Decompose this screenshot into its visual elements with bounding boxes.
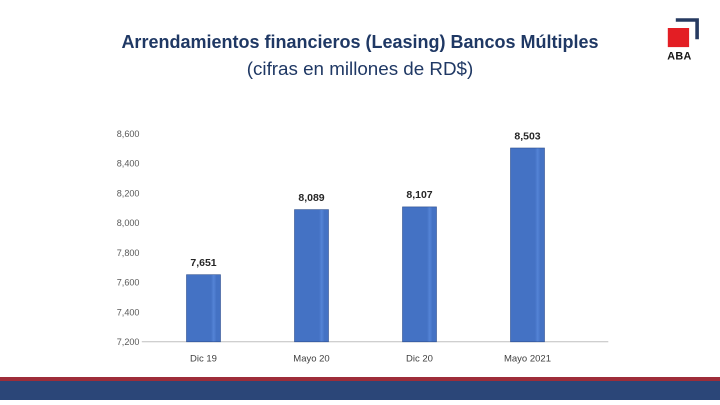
svg-text:7,800: 7,800 (117, 248, 140, 258)
svg-text:Dic 19: Dic 19 (190, 354, 217, 365)
svg-text:Dic 20: Dic 20 (406, 354, 433, 365)
svg-text:8,600: 8,600 (117, 129, 140, 139)
svg-text:8,400: 8,400 (117, 159, 140, 169)
svg-text:Mayo 20: Mayo 20 (293, 354, 329, 365)
svg-text:8,200: 8,200 (117, 189, 140, 199)
svg-text:8,503: 8,503 (514, 130, 540, 142)
svg-text:7,651: 7,651 (190, 257, 216, 269)
svg-text:7,400: 7,400 (117, 307, 140, 317)
svg-text:7,600: 7,600 (117, 278, 140, 288)
svg-text:7,200: 7,200 (117, 337, 140, 347)
svg-text:8,107: 8,107 (406, 189, 432, 201)
svg-text:8,000: 8,000 (117, 218, 140, 228)
svg-text:Mayo 2021: Mayo 2021 (504, 354, 551, 365)
svg-text:8,089: 8,089 (298, 192, 324, 204)
